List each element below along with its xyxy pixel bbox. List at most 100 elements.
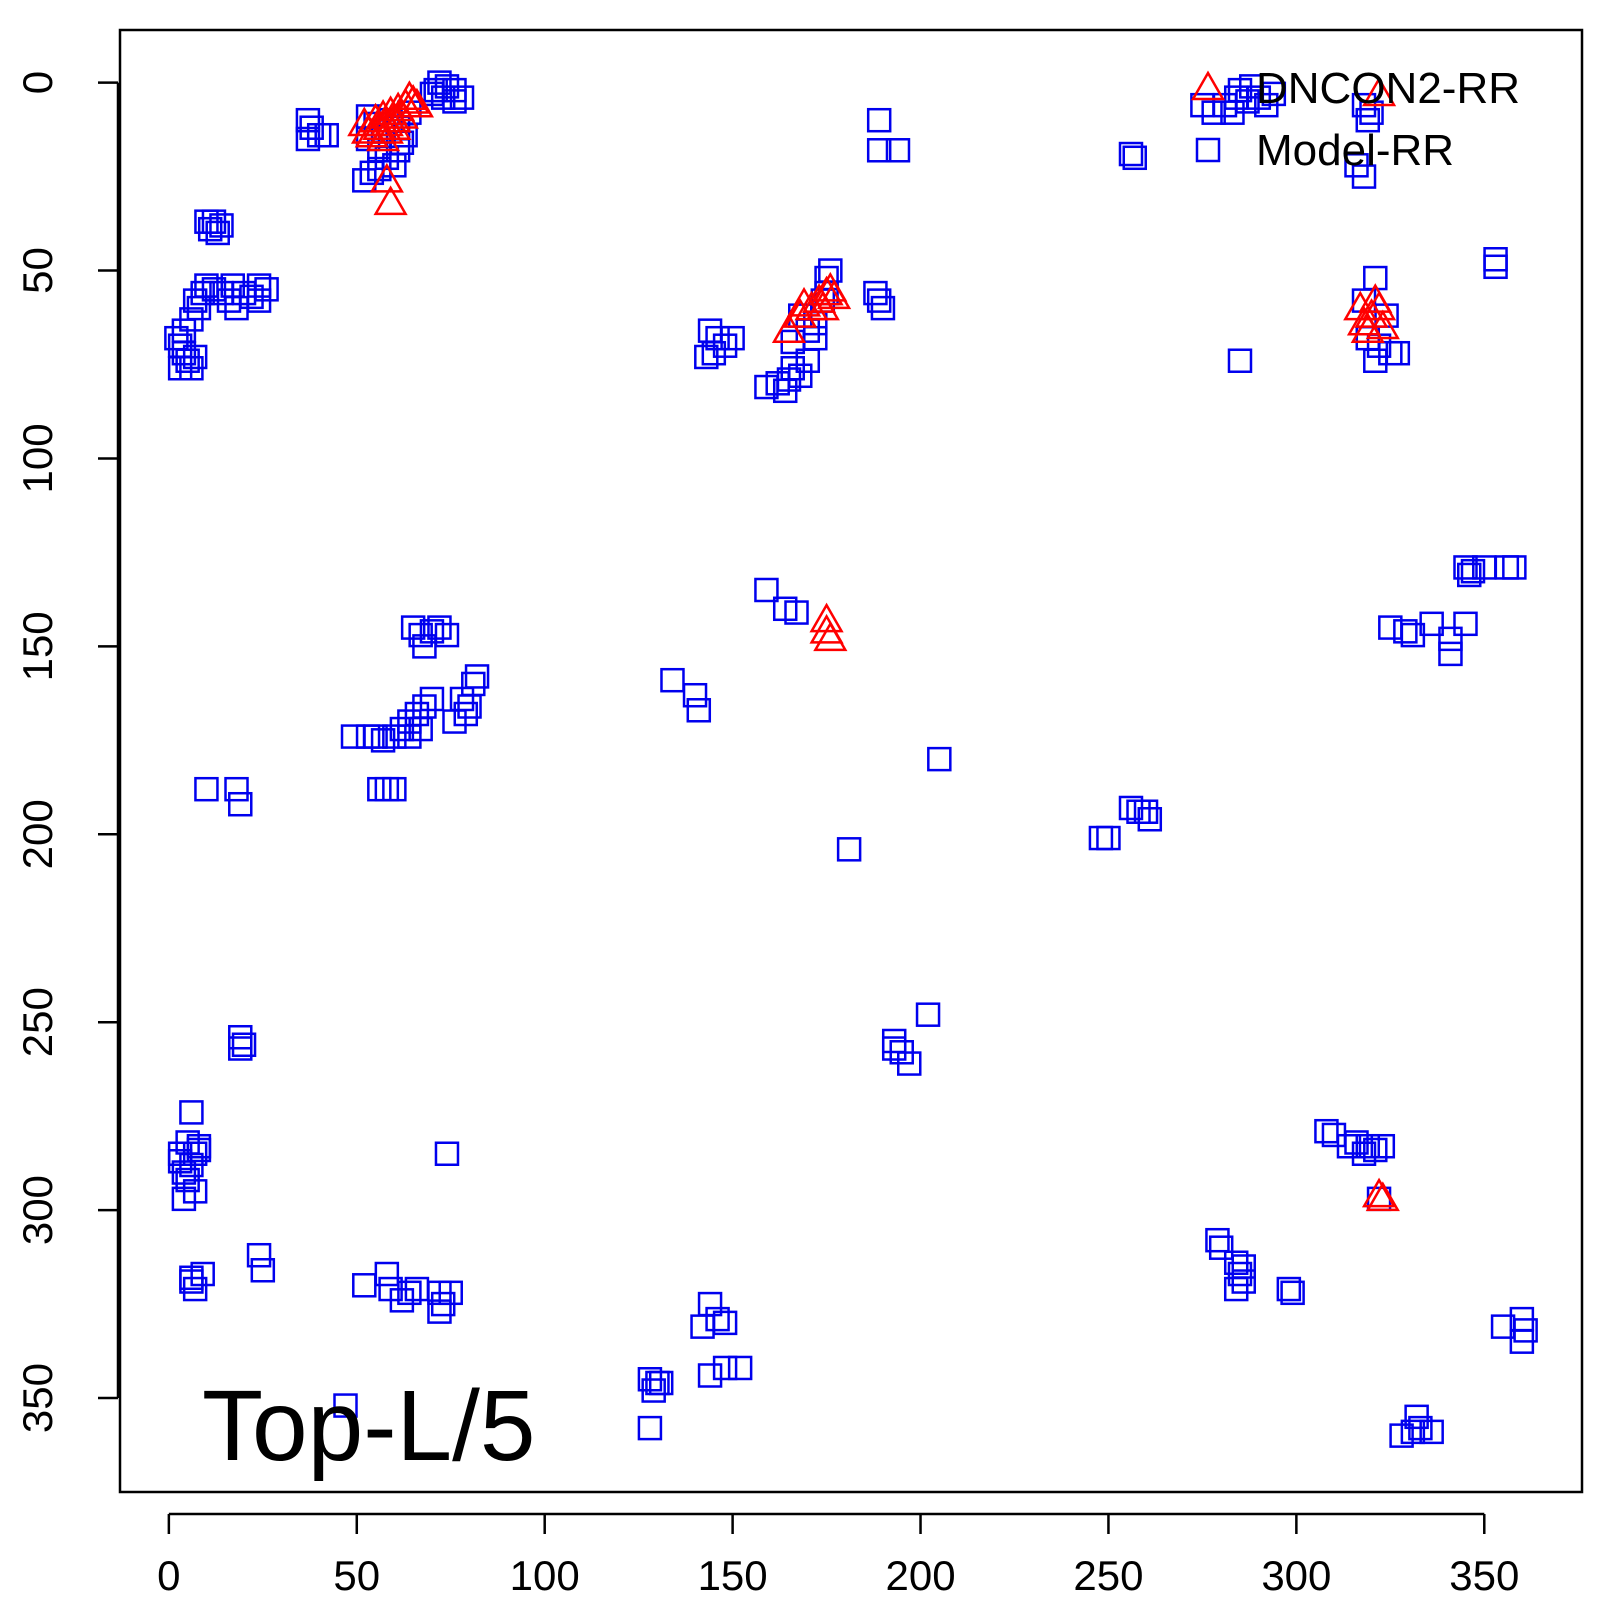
legend-marker-model-rr: [1195, 137, 1221, 163]
model-rr-point-202: [397, 1280, 422, 1306]
top-l5-annotation: Top-L/5: [202, 1370, 536, 1482]
legend-marker-dncon2-rr: [1190, 70, 1226, 101]
model-rr-point-240: [1400, 1419, 1426, 1445]
model-rr-point-121: [389, 716, 415, 742]
dncon2-rr-point-34: [1350, 313, 1385, 343]
model-rr-point-218: [1208, 1235, 1234, 1260]
model-rr-point-147: [754, 577, 779, 603]
model-rr-point-61: [720, 325, 745, 351]
model-rr-point-235: [641, 1378, 666, 1403]
model-rr-point-60: [701, 340, 727, 366]
dncon2-rr-point-11: [392, 80, 427, 110]
x-tick-label-5: 250: [1073, 1552, 1143, 1599]
model-rr-point-188: [182, 1179, 208, 1204]
model-rr-point-97: [1223, 85, 1249, 110]
model-rr-point-223: [1231, 1254, 1256, 1279]
model-rr-point-135: [427, 615, 452, 640]
series-model-rr: [164, 70, 1538, 1448]
y-tick-label-3: 150: [14, 611, 61, 681]
model-rr-point-68: [780, 356, 805, 381]
model-rr-point-193: [182, 1276, 208, 1302]
model-rr-point-153: [1456, 562, 1482, 588]
model-rr-point-221: [1231, 1269, 1256, 1294]
model-rr-point-137: [412, 634, 437, 659]
model-rr-point-215: [1370, 1133, 1396, 1159]
model-rr-point-145: [682, 682, 708, 708]
model-rr-point-102: [1351, 164, 1377, 189]
dncon2-rr-point-17: [377, 110, 412, 141]
model-rr-point-27: [295, 126, 321, 152]
model-rr-point-236: [648, 1370, 674, 1396]
model-rr-point-100: [1359, 100, 1384, 125]
x-tick-label-3: 150: [698, 1552, 768, 1599]
model-rr-point-62: [694, 344, 719, 370]
model-rr-point-33: [197, 216, 223, 242]
model-rr-point-214: [1363, 1137, 1388, 1163]
model-rr-point-163: [1438, 626, 1463, 652]
dncon2-rr-point-14: [354, 117, 389, 148]
model-rr-point-130: [382, 776, 407, 802]
y-tick-label-1: 50: [14, 247, 61, 294]
x-tick-label-6: 300: [1261, 1552, 1331, 1599]
dncon2-rr-point-35: [1354, 298, 1389, 328]
model-rr-point-162: [1393, 619, 1418, 644]
model-rr-point-237: [637, 1415, 663, 1441]
model-rr-point-227: [705, 1306, 730, 1332]
model-rr-point-141: [461, 671, 486, 697]
dncon2-rr-point-28: [805, 290, 840, 321]
model-rr-point-86: [1122, 145, 1148, 171]
model-rr-point-6: [449, 85, 475, 110]
dncon2-rr-point-12: [396, 83, 431, 114]
series-dncon2-rr: [347, 76, 1400, 1212]
y-tick-label-6: 300: [14, 1175, 61, 1245]
model-rr-point-79: [866, 107, 892, 133]
model-rr-point-246: [1509, 1329, 1535, 1354]
model-rr-point-247: [333, 1393, 358, 1418]
model-rr-point-164: [1438, 641, 1463, 667]
model-rr-point-32: [205, 220, 230, 246]
model-rr-point-213: [1355, 1133, 1381, 1159]
model-rr-point-178: [228, 1036, 253, 1061]
model-rr-point-85: [1118, 141, 1144, 167]
dncon2-rr-point-19: [373, 185, 408, 216]
model-rr-point-56: [239, 284, 264, 310]
model-rr-point-115: [224, 776, 249, 802]
dncon2-rr-point-25: [809, 275, 844, 306]
dncon2-rr-point-41: [1365, 1181, 1400, 1212]
model-rr-point-116: [228, 791, 253, 817]
model-rr-point-157: [1502, 555, 1527, 580]
model-rr-point-46: [194, 273, 219, 298]
model-rr-point-224: [1276, 1276, 1302, 1302]
model-rr-point-40: [182, 344, 208, 370]
model-rr-point-225: [1280, 1280, 1305, 1306]
legend-label-dncon2-rr: DNCON2-RR: [1256, 64, 1520, 113]
model-rr-point-99: [1355, 107, 1381, 133]
model-rr-point-158: [1453, 611, 1478, 637]
model-rr-point-81: [885, 138, 911, 163]
model-rr-point-166: [1096, 825, 1121, 851]
model-rr-point-110: [1385, 340, 1411, 366]
model-rr-point-103: [1227, 348, 1253, 373]
legend: DNCON2-RR Model-RR: [1190, 64, 1520, 175]
model-rr-point-161: [1378, 615, 1403, 640]
model-rr-point-120: [382, 724, 407, 749]
model-rr-point-174: [881, 1036, 907, 1061]
model-rr-point-196: [246, 1242, 272, 1268]
model-rr-point-82: [863, 280, 888, 306]
x-tick-label-2: 100: [510, 1552, 580, 1599]
model-rr-point-125: [419, 686, 445, 712]
model-rr-point-177: [231, 1032, 257, 1058]
model-rr-point-173: [897, 1051, 922, 1076]
dncon2-rr-point-21: [783, 298, 818, 328]
x-axis: 0 50 100 150 200 250 300 350: [157, 1512, 1519, 1599]
model-rr-point-191: [434, 1141, 460, 1166]
model-rr-point-144: [660, 667, 685, 693]
model-rr-point-231: [712, 1355, 738, 1381]
model-rr-point-220: [1227, 1261, 1253, 1287]
dncon2-rr-point-5: [369, 106, 404, 137]
legend-label-model-rr: Model-RR: [1256, 126, 1454, 175]
model-rr-point-217: [1205, 1227, 1230, 1253]
model-rr-point-134: [419, 619, 445, 644]
model-rr-point-195: [179, 1269, 204, 1294]
